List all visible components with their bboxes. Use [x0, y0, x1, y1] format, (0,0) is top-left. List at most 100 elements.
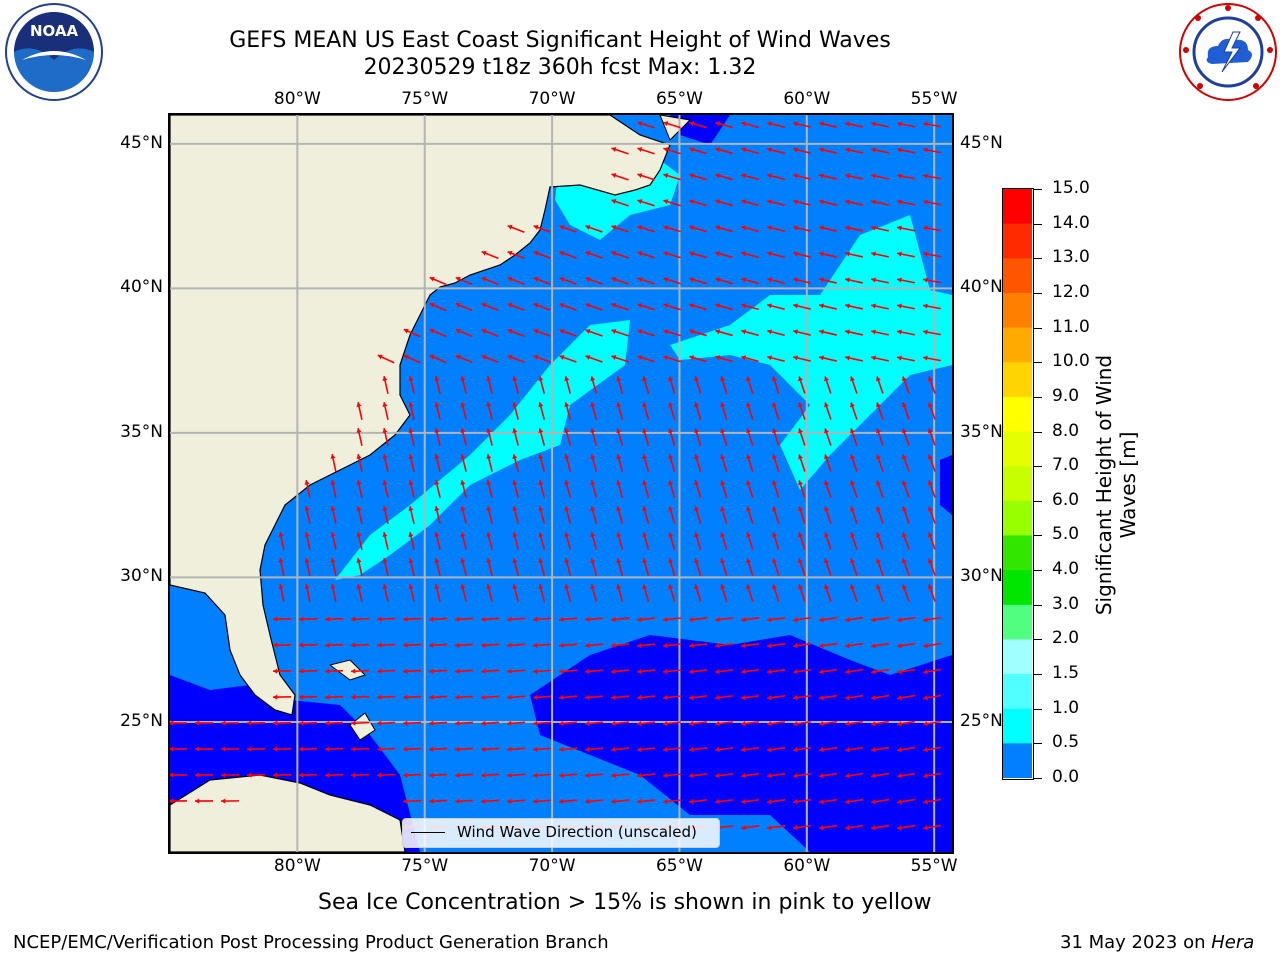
wind-arrow-head: [824, 402, 829, 408]
colorbar-tick-mark: [1034, 292, 1042, 294]
lon-label-top: 55°W: [910, 89, 958, 109]
wind-arrow-head: [304, 558, 310, 563]
wind-arrow-head: [772, 584, 778, 590]
wind-arrow-head: [533, 798, 538, 804]
wind-arrow-head: [299, 668, 304, 674]
wind-arrow-head: [538, 454, 544, 460]
wind-arrow-head: [481, 250, 487, 256]
wind-arrow-head: [720, 558, 726, 564]
wind-arrow-head: [663, 199, 669, 205]
colorbar-tick-mark: [1034, 431, 1042, 433]
wind-arrow-head: [507, 694, 512, 700]
wind-arrow-head: [746, 402, 752, 408]
wind-arrow-head: [460, 558, 466, 564]
lat-label-right: 40°N: [960, 277, 1003, 298]
wind-arrow-head: [486, 584, 492, 590]
wind-arrow-head: [694, 506, 700, 512]
footer-date: 31 May 2023 on Hera: [1060, 932, 1254, 953]
wind-arrow-head: [923, 617, 928, 623]
wind-arrow-head: [330, 558, 336, 563]
colorbar-tick-label: 7.0: [1052, 455, 1080, 476]
wave-low-region-south: [530, 635, 952, 852]
wind-arrow-head: [486, 428, 492, 434]
wind-arrow-head: [533, 720, 538, 726]
lat-label-right: 45°N: [960, 132, 1003, 153]
wind-arrow-head: [824, 532, 829, 538]
wind-arrow-head: [871, 303, 876, 309]
wind-arrow-head: [767, 721, 772, 727]
wind-arrow-head: [351, 642, 356, 648]
wind-arrow-head: [611, 616, 616, 623]
wind-arrow-head: [741, 695, 746, 701]
wind-arrow-head: [429, 798, 434, 804]
wind-arrow-head: [845, 199, 850, 205]
colorbar-tick-label: 1.5: [1052, 663, 1080, 684]
lat-label-left: 35°N: [120, 421, 163, 442]
wind-arrow-head: [455, 668, 460, 674]
wind-arrow-head: [460, 454, 466, 460]
wind-arrow-head: [845, 669, 850, 675]
wind-arrow-head: [507, 250, 513, 256]
wind-arrow-head: [637, 720, 642, 727]
wind-arrow-head: [793, 643, 798, 649]
svg-text:NOAA: NOAA: [30, 22, 79, 40]
wind-arrow-head: [356, 428, 362, 433]
wind-arrow-head: [819, 173, 824, 179]
wind-arrow-head: [927, 480, 933, 486]
wind-arrow-head: [824, 584, 829, 590]
wind-arrow-head: [720, 454, 726, 460]
wind-arrow-head: [507, 798, 512, 804]
wind-arrow-head: [590, 584, 596, 590]
wind-arrow-head: [616, 532, 622, 538]
colorbar-tick-label: 13.0: [1052, 247, 1090, 268]
map-legend: Wind Wave Direction (unscaled): [402, 818, 720, 848]
wind-arrow-head: [876, 402, 881, 408]
wind-arrow-head: [897, 225, 902, 231]
wind-arrow-head: [564, 506, 570, 512]
wind-arrow-head: [590, 428, 596, 434]
wind-arrow-head: [434, 480, 440, 486]
wind-arrow-head: [715, 277, 721, 283]
wind-arrow-head: [299, 772, 304, 778]
wind-arrow-head: [689, 199, 695, 205]
wind-arrow-head: [538, 532, 544, 538]
colorbar-tick-label: 3.0: [1052, 593, 1080, 614]
wind-arrow-head: [221, 798, 226, 804]
colorbar-tick-label: 0.0: [1052, 767, 1080, 787]
colorbar-tick-mark: [1034, 466, 1042, 468]
noaa-logo: NOAA: [5, 3, 103, 101]
wind-arrow-head: [923, 721, 928, 727]
wind-arrow-head: [455, 276, 461, 282]
wind-arrow-head: [902, 558, 907, 564]
wind-arrow-head: [767, 355, 773, 361]
wind-arrow-head: [299, 720, 304, 726]
wind-arrow-head: [538, 506, 544, 512]
wind-arrow-head: [689, 668, 694, 675]
wind-arrow-head: [611, 694, 616, 701]
colorbar-tick-mark: [1034, 743, 1042, 745]
wind-arrow-head: [247, 720, 252, 726]
wind-arrow-head: [455, 328, 461, 334]
wind-arrow-head: [512, 454, 518, 460]
wind-arrow-head: [819, 225, 824, 231]
wind-arrow-head: [455, 694, 460, 700]
wind-arrow-head: [195, 772, 200, 778]
wind-arrow-head: [611, 355, 617, 360]
colorbar-tick-mark: [1034, 396, 1042, 398]
wind-arrow-head: [486, 532, 492, 538]
wind-arrow-head: [897, 669, 902, 675]
wind-arrow-head: [923, 773, 928, 779]
wind-arrow-head: [871, 121, 876, 127]
wind-arrow-head: [351, 668, 356, 674]
wind-arrow-head: [247, 772, 252, 778]
wind-arrow-head: [382, 376, 388, 381]
colorbar-tick-label: 12.0: [1052, 281, 1090, 302]
lat-label-right: 25°N: [960, 710, 1003, 731]
wind-arrow-head: [330, 480, 336, 485]
wind-arrow-head: [325, 668, 330, 674]
wind-arrow-head: [897, 277, 902, 283]
wind-arrow-head: [382, 454, 388, 459]
lon-label-top: 70°W: [528, 89, 576, 109]
wind-arrow-head: [637, 329, 643, 335]
land-cuba: [170, 774, 406, 852]
